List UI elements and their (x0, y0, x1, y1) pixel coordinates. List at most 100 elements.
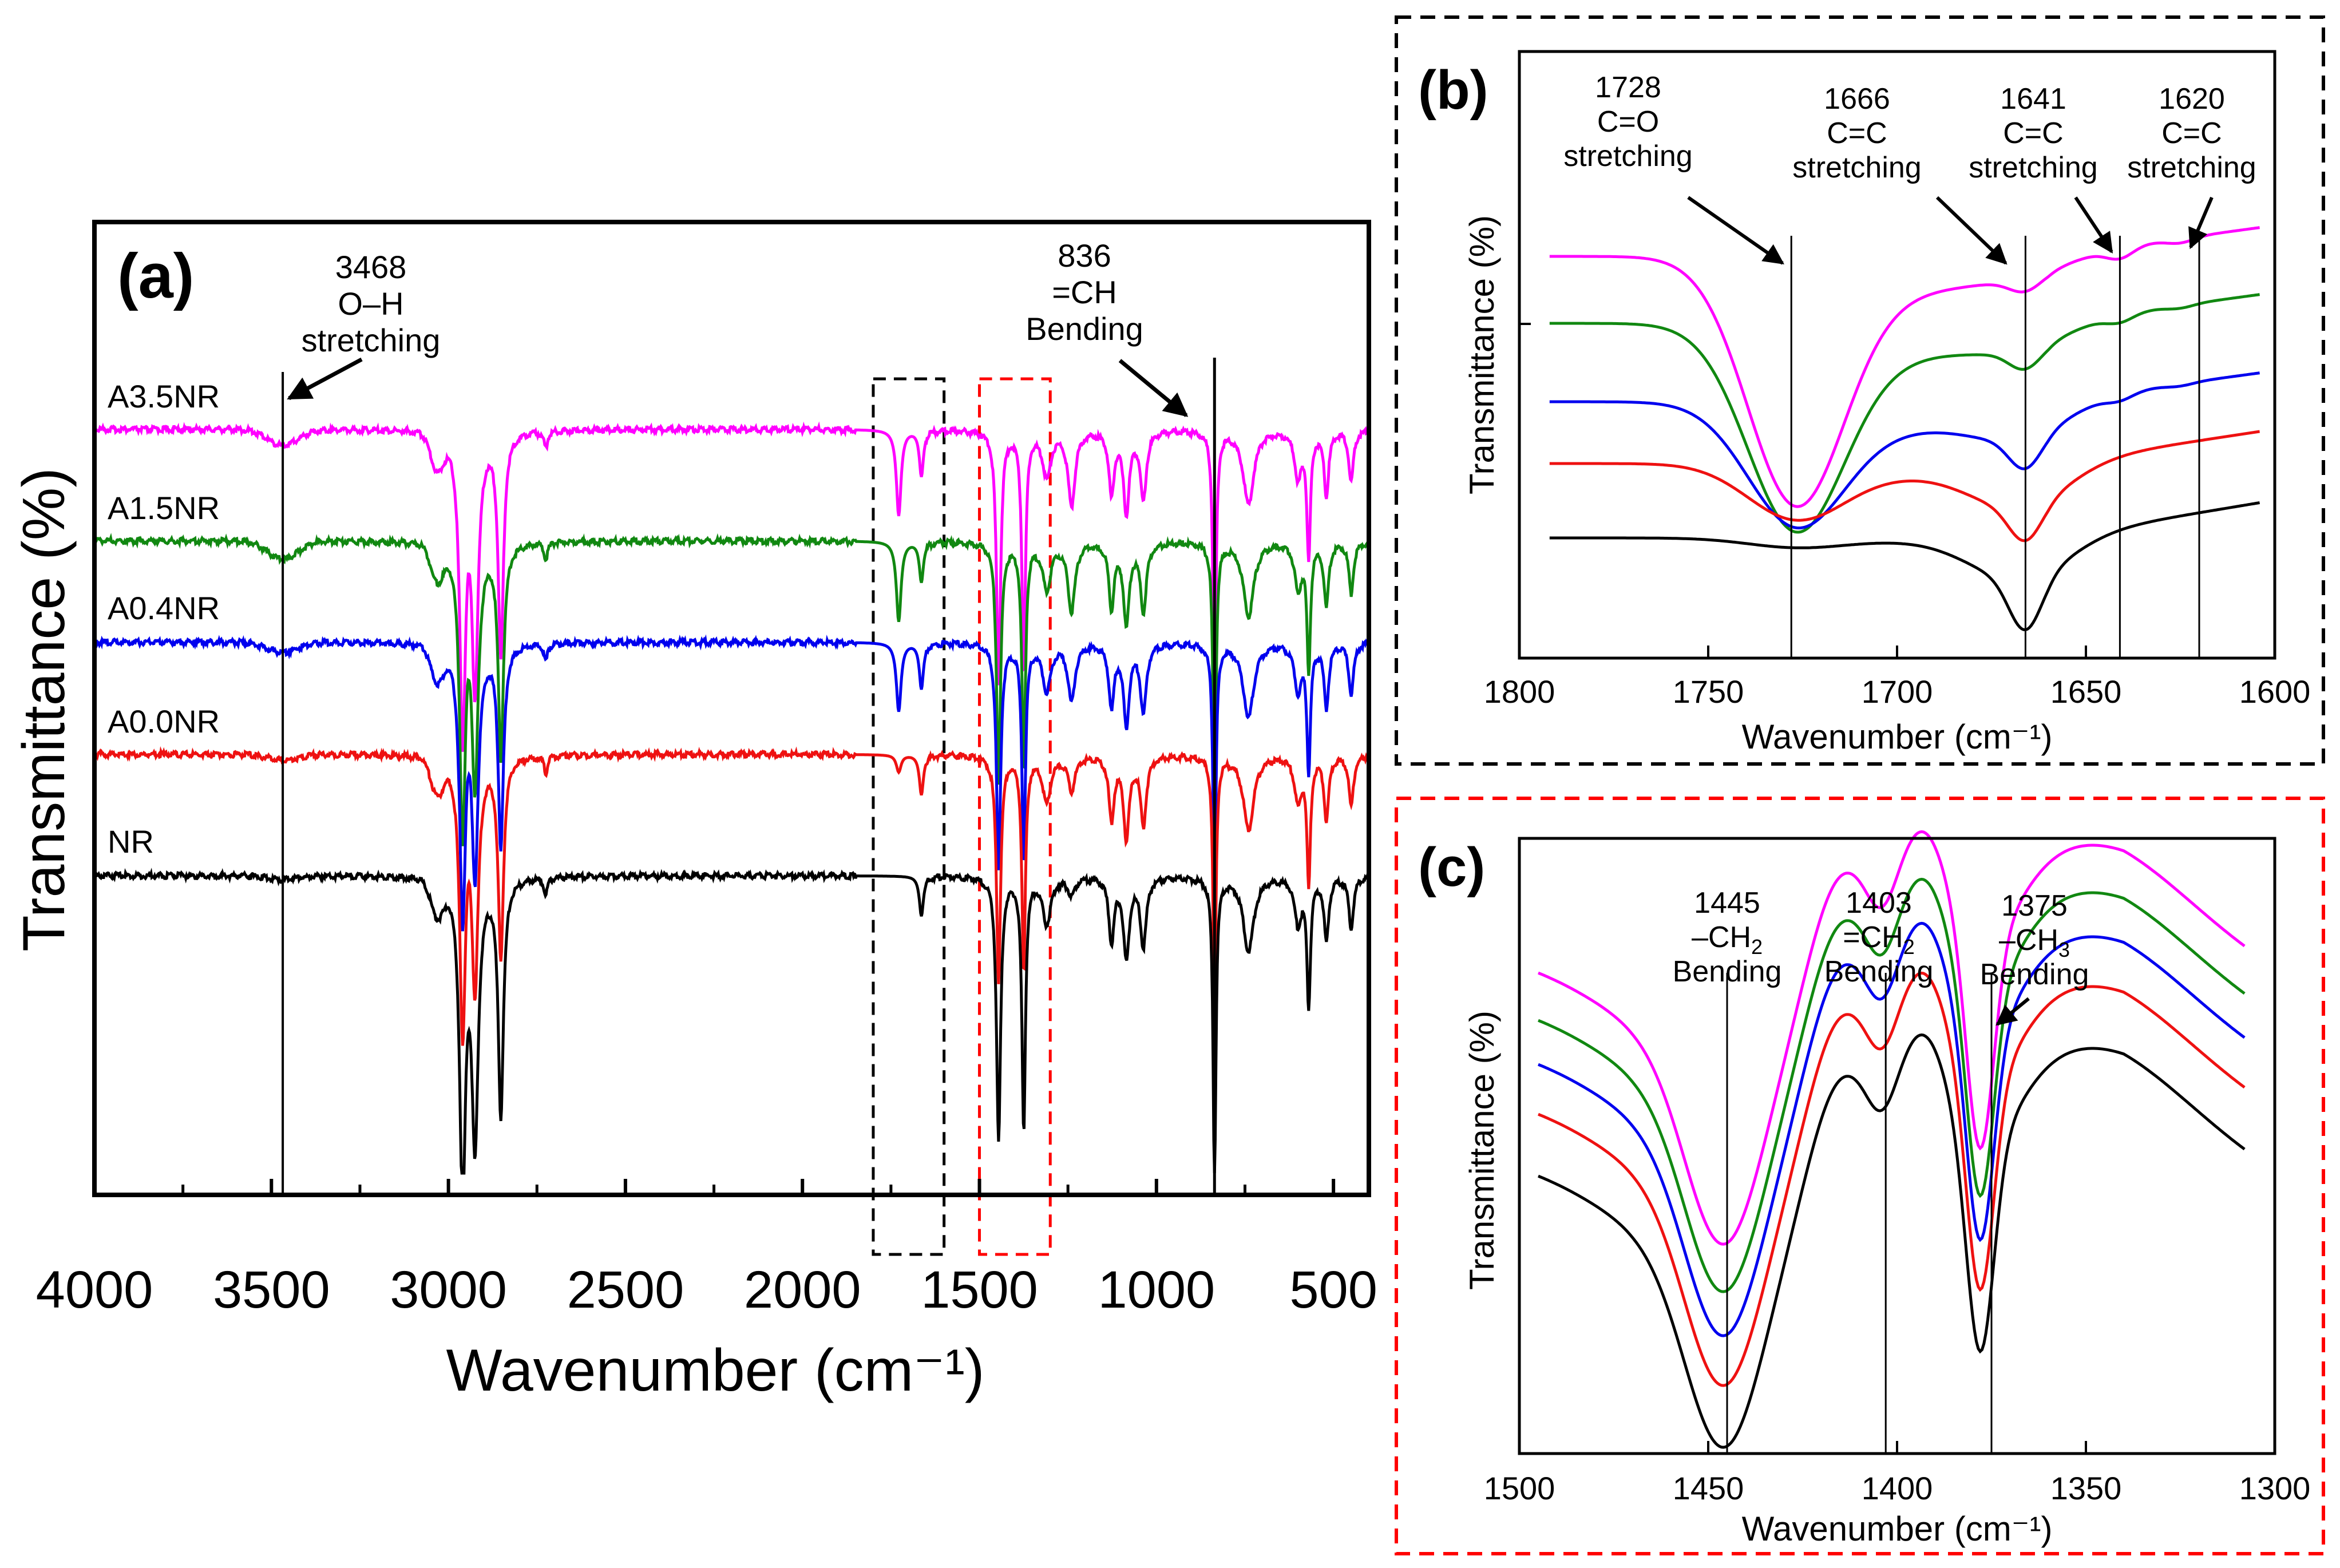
c-series-line (1538, 921, 2246, 1337)
c-x-tick-label: 1300 (2239, 1470, 2311, 1506)
c-label-line: 1445 (1694, 886, 1760, 920)
b-label-line: C=O (1597, 105, 1659, 138)
a-ch-label-line: Bending (1026, 311, 1143, 347)
b-series-line (1549, 371, 2260, 530)
c-label-1375: 1375 –CH3 Bending (1980, 889, 2089, 991)
a-series-line-A1.5NR (93, 533, 1370, 846)
a-series-line-NR (93, 868, 1371, 1175)
b-label-line: C=C (2161, 117, 2222, 150)
black-dashed-box (872, 377, 946, 1256)
a-series-label-A3.5NR: A3.5NR (108, 378, 220, 414)
panel-a: 3468 O–H stretching 836 =CH Bending 4000 3500 3… (11, 220, 1377, 1404)
c-series-line (1538, 1033, 2246, 1449)
red-dashed-box (978, 377, 1052, 1256)
c-label-line: –CH (1999, 924, 2058, 957)
c-panel-label: (c) (1418, 837, 1485, 898)
b-label-1728: 1728 C=O stretching (1563, 71, 1692, 173)
b-arrow-1666 (1935, 196, 2008, 265)
c-label-1445: 1445 –CH2 Bending (1673, 886, 1782, 988)
a-y-axis-label: Transmittance (%) (11, 468, 77, 952)
c-x-tick-label: 1500 (1484, 1470, 1555, 1506)
b-x-tick-label: 1700 (1862, 674, 1933, 710)
a-oh-label: 3468 O–H stretching (302, 249, 441, 358)
b-label-1641: 1641 C=C stretching (1969, 82, 2097, 184)
c-label-line: Bending (1824, 955, 1934, 988)
b-x-tick-label: 1650 (2050, 674, 2122, 710)
c-x-ticks: 1500 1450 1400 1350 1300 (1484, 1441, 2311, 1506)
a-curves (93, 421, 1371, 1175)
a-x-tick-label: 1500 (921, 1261, 1038, 1319)
a-series-label-A0.4NR: A0.4NR (108, 590, 220, 626)
c-series-line (1538, 877, 2246, 1293)
c-x-tick-label: 1400 (1862, 1470, 1933, 1506)
c-curves (1538, 830, 2246, 1449)
b-series-line (1549, 430, 2260, 543)
b-y-axis-label: Transmittance (%) (1463, 215, 1501, 494)
a-oh-label-line: O–H (338, 286, 403, 322)
c-label-subscript: 3 (2058, 938, 2070, 961)
b-dashed-border (1395, 15, 2325, 766)
a-series-label-A0.0NR: A0.0NR (108, 703, 220, 739)
b-label-line: C=C (2003, 117, 2063, 150)
a-x-tick-label: 3000 (390, 1261, 507, 1319)
b-series-line (1549, 501, 2260, 632)
c-dashed-border (1395, 797, 2325, 1555)
c-label-line: Bending (1980, 958, 2089, 991)
a-x-tick-label: 4000 (36, 1261, 153, 1319)
c-label-line: Bending (1673, 955, 1782, 988)
a-ch-label: 836 =CH Bending (1026, 237, 1143, 347)
c-series-line (1538, 830, 2246, 1246)
a-x-tick-label: 2500 (567, 1261, 684, 1319)
b-label-line: 1728 (1595, 71, 1661, 104)
c-series-line (1538, 971, 2246, 1387)
b-series-line (1549, 293, 2260, 534)
c-x-tick-label: 1350 (2050, 1470, 2122, 1506)
a-series-label-A1.5NR: A1.5NR (108, 490, 220, 526)
b-x-tick-label: 1600 (2239, 674, 2311, 710)
c-y-axis-label: Transmittance (%) (1463, 1011, 1501, 1290)
b-arrow-1641 (2074, 196, 2113, 254)
a-oh-label-line: 3468 (335, 249, 407, 285)
a-x-tick-label: 2000 (744, 1261, 861, 1319)
b-label-1620: 1620 C=C stretching (2127, 82, 2256, 184)
a-series-line-A0.0NR (93, 746, 1371, 1046)
a-x-axis-label: Wavenumber (cm⁻¹) (446, 1337, 985, 1404)
b-label-line: 1666 (1824, 82, 1890, 116)
c-x-tick-label: 1450 (1673, 1470, 1744, 1506)
b-label-1666: 1666 C=C stretching (1792, 82, 1921, 184)
a-x-tick-label: 1000 (1098, 1261, 1215, 1319)
c-label-line: –CH (1692, 921, 1751, 954)
b-x-tick-label: 1750 (1673, 674, 1744, 710)
b-label-line: 1641 (2000, 82, 2066, 116)
c-label-line: 1403 (1846, 886, 1912, 920)
a-series-line-A3.5NR (93, 421, 1370, 752)
b-series-line (1549, 226, 2260, 508)
b-x-tick-label: 1800 (1484, 674, 1555, 710)
b-label-line: stretching (1792, 151, 1921, 184)
a-x-tick-label: 500 (1289, 1261, 1377, 1319)
a-oh-arrow (287, 357, 363, 401)
c-label-line: =CH (1843, 921, 1903, 954)
b-label-line: stretching (2127, 151, 2256, 184)
a-series-labels: A3.5NR A1.5NR A0.4NR A0.0NR NR (108, 378, 220, 860)
a-ch-label-line: =CH (1052, 274, 1117, 310)
b-label-line: C=C (1827, 117, 1887, 150)
a-series-label-NR: NR (108, 823, 154, 860)
a-oh-label-line: stretching (302, 322, 441, 358)
c-label-line: 1375 (2001, 889, 2068, 922)
b-label-line: stretching (1969, 151, 2097, 184)
b-curves (1549, 226, 2260, 632)
a-series-line-A0.4NR (94, 634, 1371, 932)
a-plot-frame (92, 220, 1371, 1197)
a-annotations: 3468 O–H stretching 836 =CH Bending (282, 237, 1216, 1195)
c-label-subscript: 2 (1751, 935, 1763, 959)
c-label-subscript: 2 (1903, 935, 1915, 959)
a-ch-arrow (1118, 359, 1189, 417)
b-panel-label: (b) (1418, 60, 1488, 121)
a-panel-label: (a) (117, 241, 194, 311)
